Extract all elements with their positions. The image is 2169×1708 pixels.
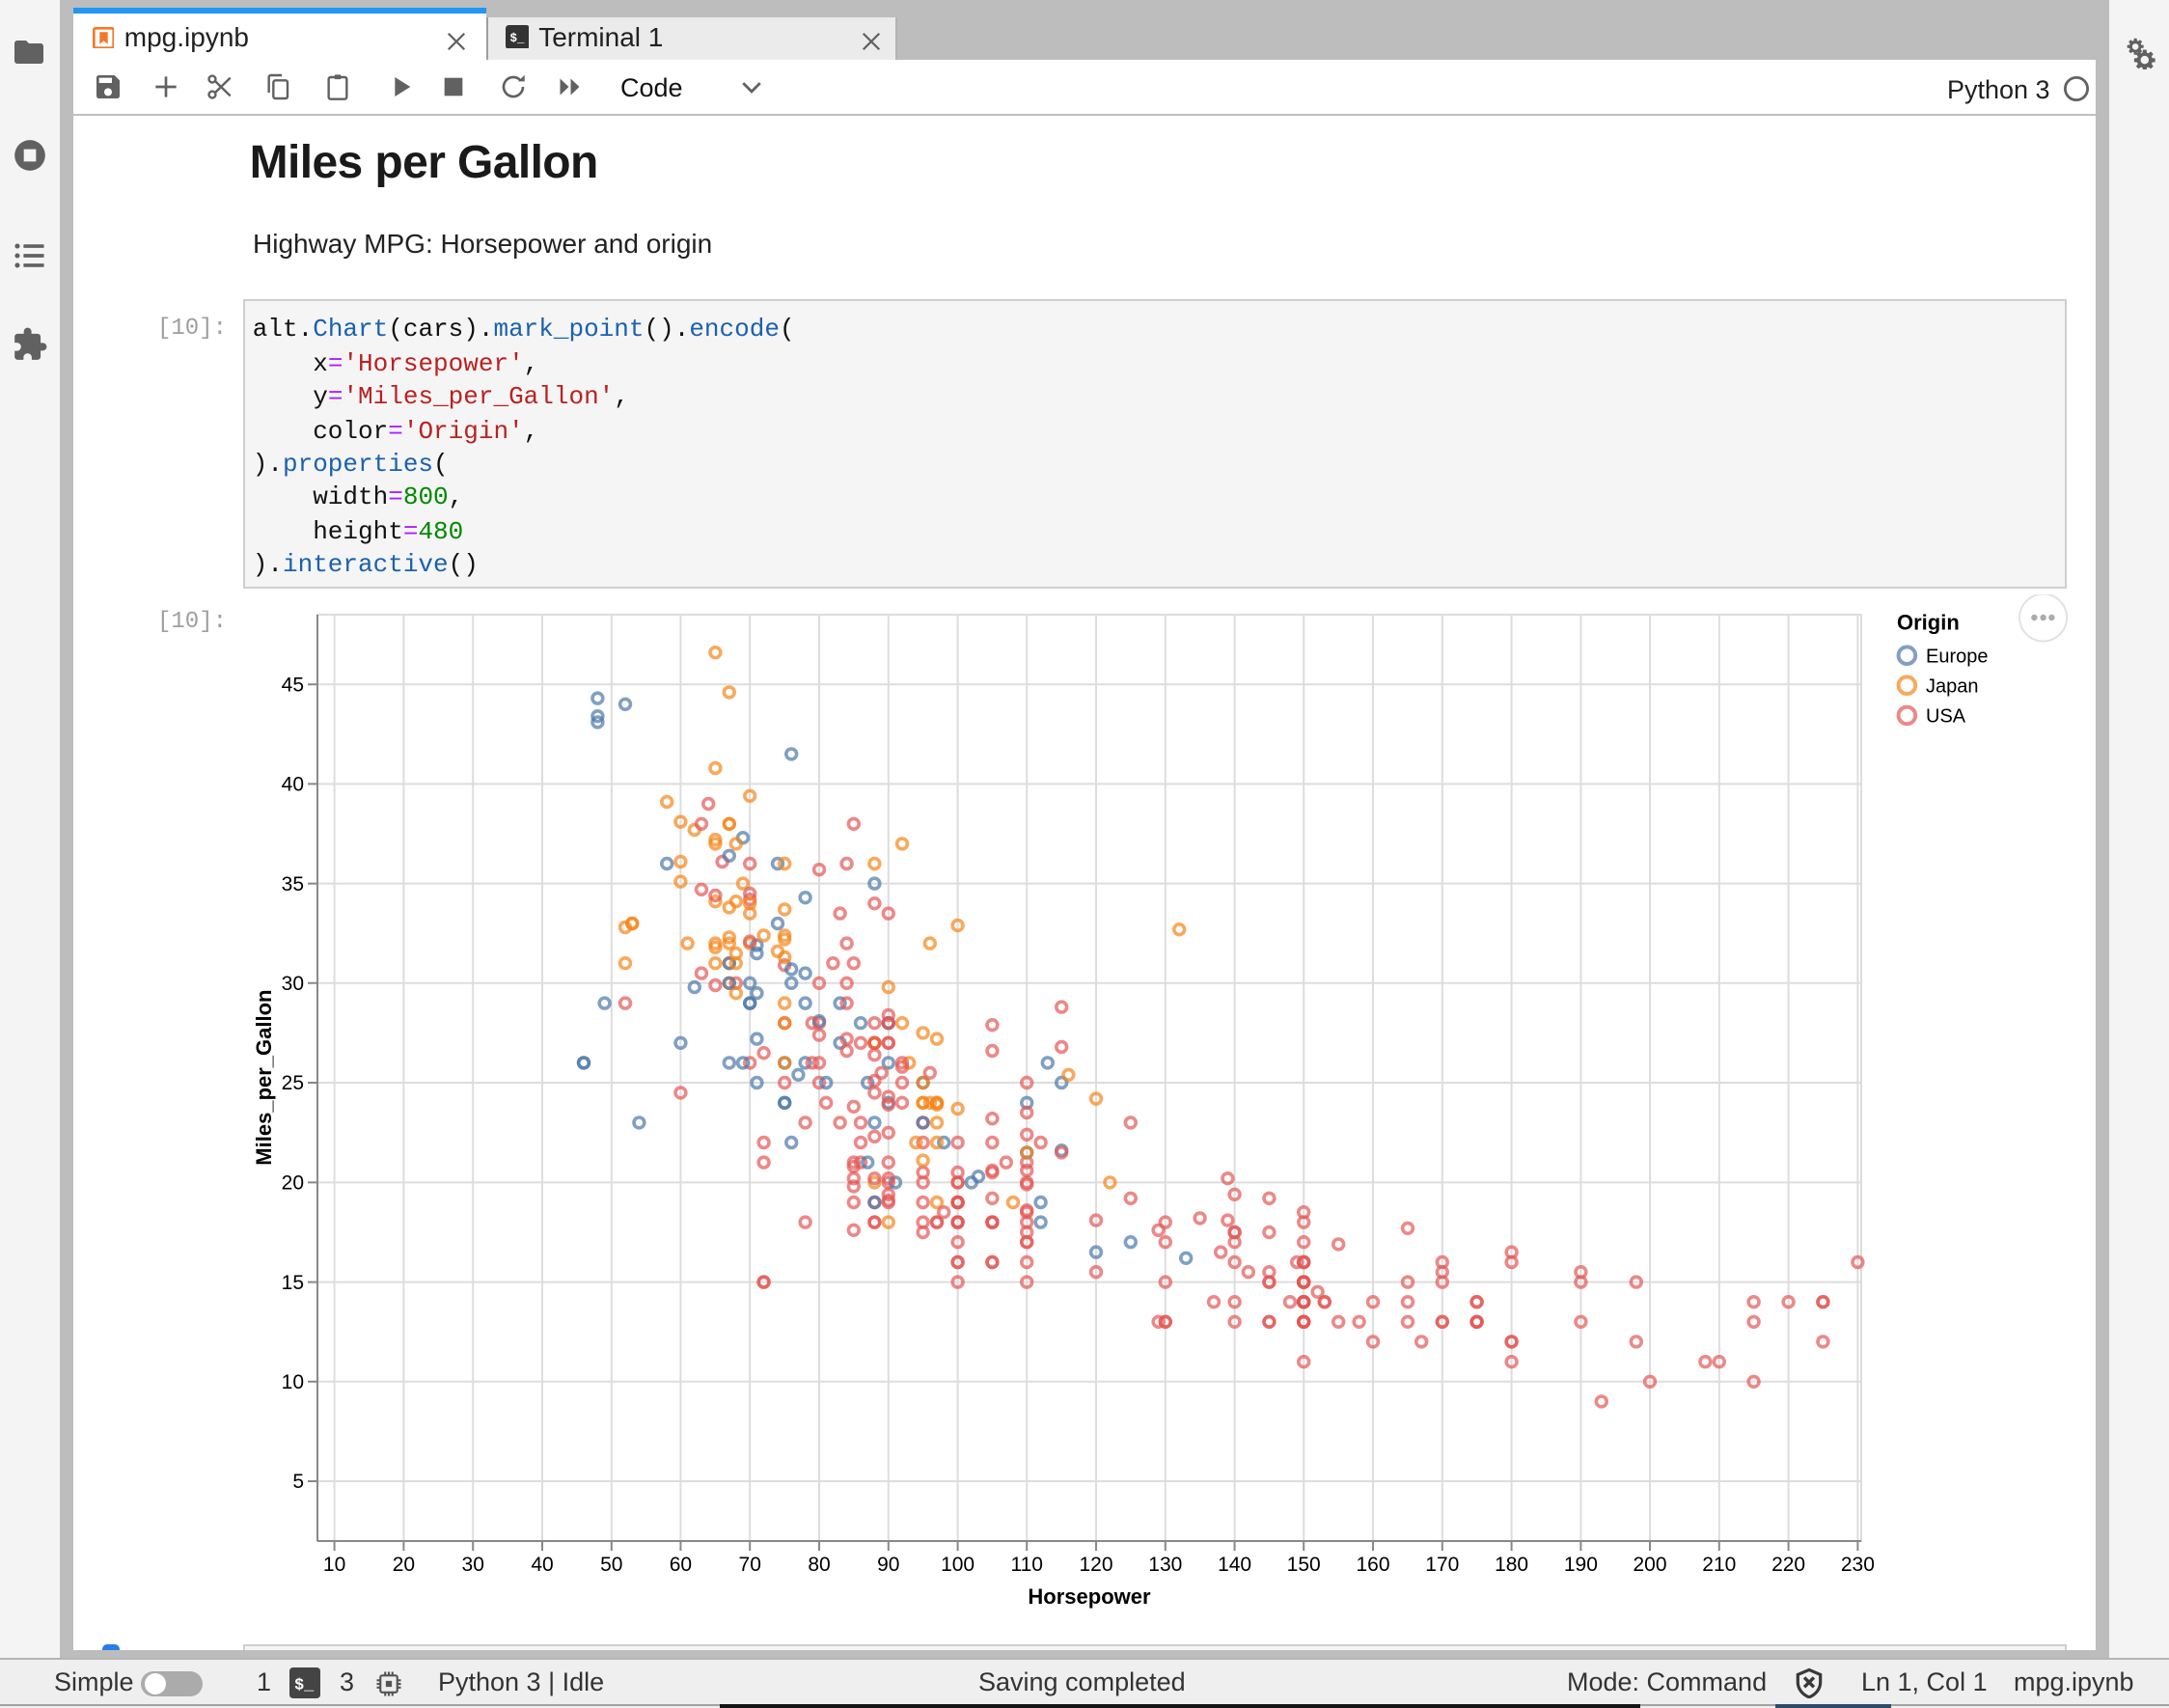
svg-text:190: 190 [1564, 1554, 1598, 1576]
svg-text:Japan: Japan [1926, 675, 1979, 697]
svg-text:Origin: Origin [1897, 611, 1960, 635]
svg-text:45: 45 [282, 674, 304, 696]
svg-text:10: 10 [323, 1554, 345, 1576]
svg-text:210: 210 [1702, 1554, 1736, 1576]
svg-text:100: 100 [941, 1554, 975, 1576]
svg-text:220: 220 [1771, 1554, 1805, 1576]
svg-text:230: 230 [1841, 1554, 1875, 1576]
svg-text:30: 30 [282, 973, 304, 995]
svg-text:140: 140 [1218, 1554, 1251, 1576]
svg-text:$_: $_ [509, 32, 525, 45]
svg-text:20: 20 [282, 1172, 304, 1195]
svg-text:40: 40 [282, 774, 304, 796]
svg-text:5: 5 [292, 1471, 304, 1493]
svg-text:25: 25 [282, 1072, 304, 1094]
svg-text:70: 70 [739, 1554, 761, 1576]
svg-text:30: 30 [462, 1554, 484, 1576]
svg-text:35: 35 [282, 873, 304, 895]
svg-text:180: 180 [1495, 1554, 1528, 1576]
svg-text:40: 40 [531, 1554, 553, 1576]
svg-text:Europe: Europe [1926, 646, 1989, 667]
svg-text:$_: $_ [293, 1677, 314, 1695]
svg-text:60: 60 [670, 1554, 692, 1576]
svg-text:20: 20 [393, 1554, 415, 1576]
svg-text:90: 90 [877, 1554, 899, 1576]
svg-text:170: 170 [1425, 1554, 1459, 1576]
svg-text:120: 120 [1079, 1554, 1112, 1576]
svg-text:15: 15 [282, 1272, 304, 1294]
svg-text:110: 110 [1010, 1554, 1042, 1576]
svg-text:USA: USA [1926, 706, 1966, 728]
svg-text:160: 160 [1356, 1554, 1389, 1576]
svg-text:80: 80 [808, 1554, 830, 1576]
svg-text:200: 200 [1633, 1554, 1666, 1576]
svg-text:50: 50 [600, 1554, 622, 1576]
svg-text:150: 150 [1287, 1554, 1321, 1576]
svg-text:130: 130 [1148, 1554, 1182, 1576]
svg-text:Horsepower: Horsepower [1028, 1584, 1151, 1609]
svg-text:Miles_per_Gallon: Miles_per_Gallon [252, 990, 276, 1166]
svg-text:10: 10 [282, 1371, 304, 1393]
